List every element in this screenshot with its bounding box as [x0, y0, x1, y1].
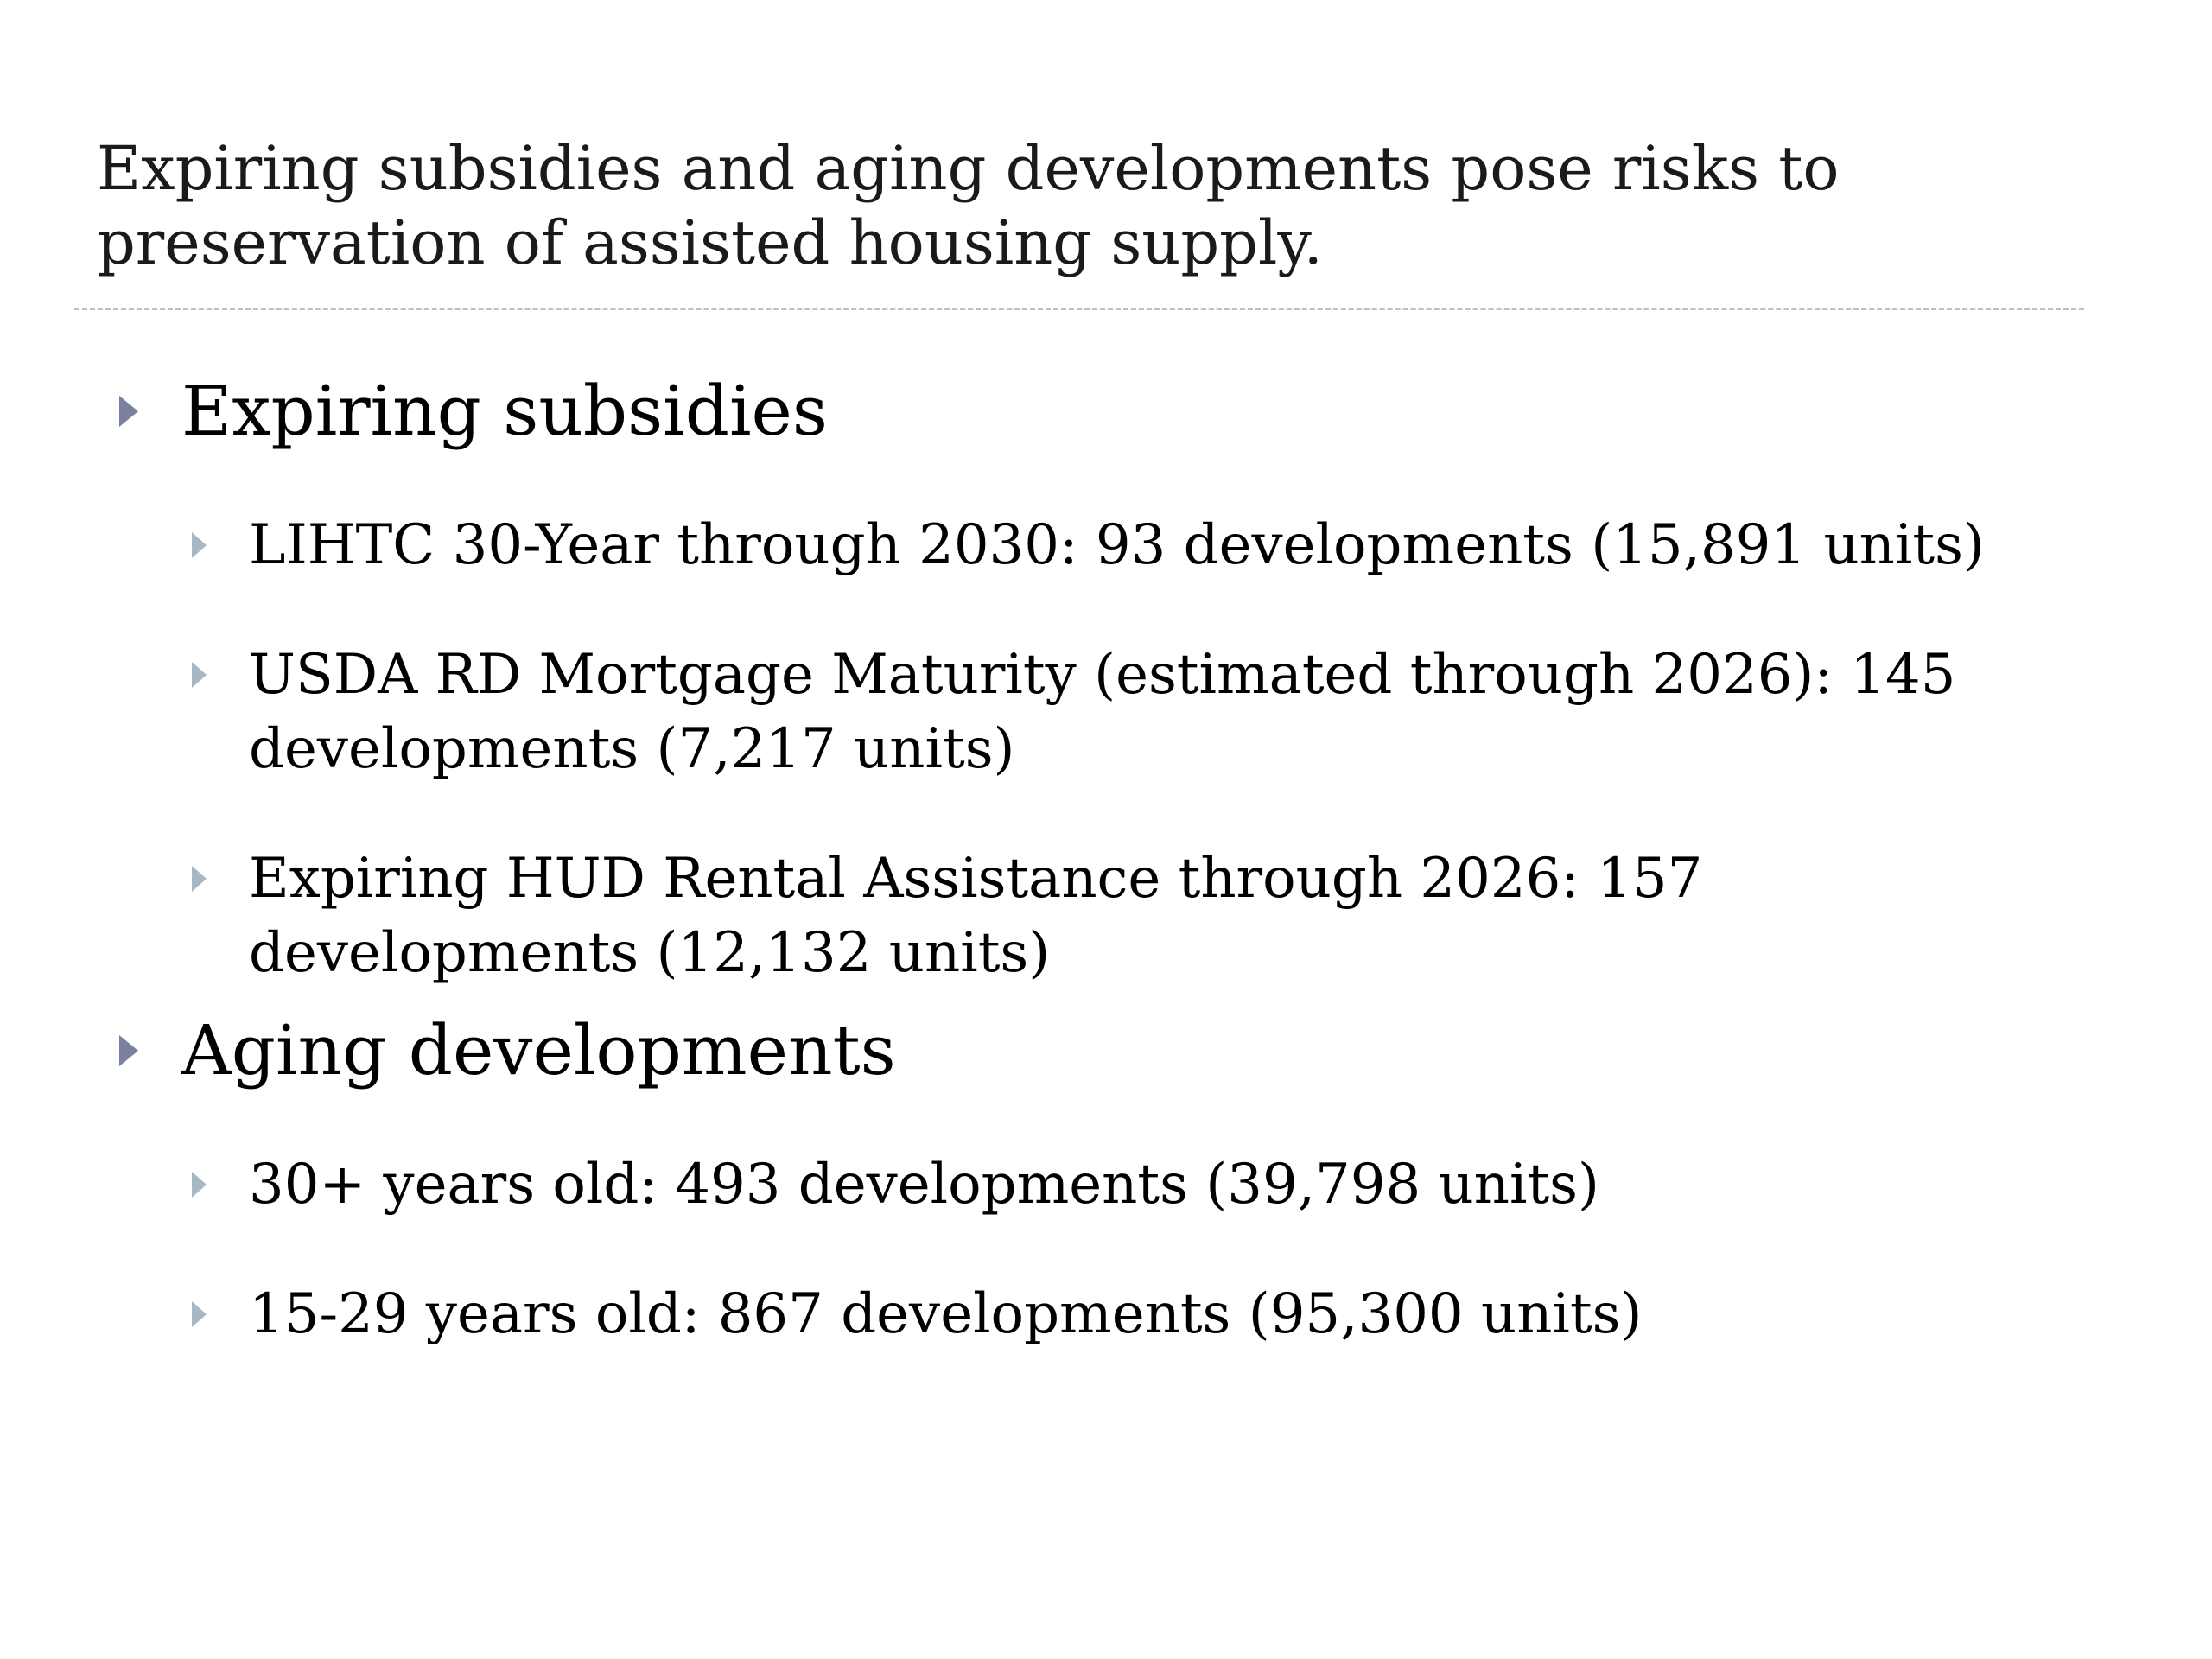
section-heading-text: Aging developments [181, 1010, 896, 1090]
slide-title-line-1: Expiring subsidies and aging development… [97, 133, 1840, 204]
section-heading: Aging developments [119, 1009, 2107, 1092]
list-item-text: 30+ years old: 493 developments (39,798 … [249, 1153, 1599, 1217]
title-divider [74, 308, 2084, 310]
slide-title-line-2: preservation of assisted housing supply. [97, 207, 1323, 278]
section-heading: Expiring subsidies [119, 370, 2107, 453]
level2-bullet-icon [192, 532, 207, 558]
list-item-text: LIHTC 30-Year through 2030: 93 developme… [249, 513, 1985, 577]
level1-bullet-icon [119, 1035, 138, 1066]
level1-bullet-icon [119, 396, 138, 427]
list-item: 15-29 years old: 867 developments (95,30… [192, 1277, 2107, 1351]
slide-title: Expiring subsidies and aging development… [97, 131, 2084, 280]
level2-bullet-icon [192, 662, 207, 688]
slide-content: Expiring subsidies LIHTC 30-Year through… [119, 370, 2107, 1367]
section-expiring-subsidies: Expiring subsidies LIHTC 30-Year through… [119, 370, 2107, 990]
sub-list: LIHTC 30-Year through 2030: 93 developme… [119, 508, 2107, 990]
list-item: Expiring HUD Rental Assistance through 2… [192, 842, 2107, 990]
level2-bullet-icon [192, 1301, 207, 1327]
list-item-text: USDA RD Mortgage Maturity (estimated thr… [249, 643, 1956, 707]
list-item: LIHTC 30-Year through 2030: 93 developme… [192, 508, 2107, 582]
sub-list: 30+ years old: 493 developments (39,798 … [119, 1147, 2107, 1351]
level2-bullet-icon [192, 1172, 207, 1198]
level2-bullet-icon [192, 866, 207, 892]
list-item-text-continued: developments (7,217 units) [249, 717, 1015, 781]
list-item: 30+ years old: 493 developments (39,798 … [192, 1147, 2107, 1222]
list-item: USDA RD Mortgage Maturity (estimated thr… [192, 638, 2107, 786]
list-item-text: Expiring HUD Rental Assistance through 2… [249, 847, 1703, 911]
list-item-text: 15-29 years old: 867 developments (95,30… [249, 1282, 1643, 1346]
list-item-text-continued: developments (12,132 units) [249, 921, 1051, 985]
section-aging-developments: Aging developments 30+ years old: 493 de… [119, 1009, 2107, 1351]
section-heading-text: Expiring subsidies [181, 371, 828, 451]
